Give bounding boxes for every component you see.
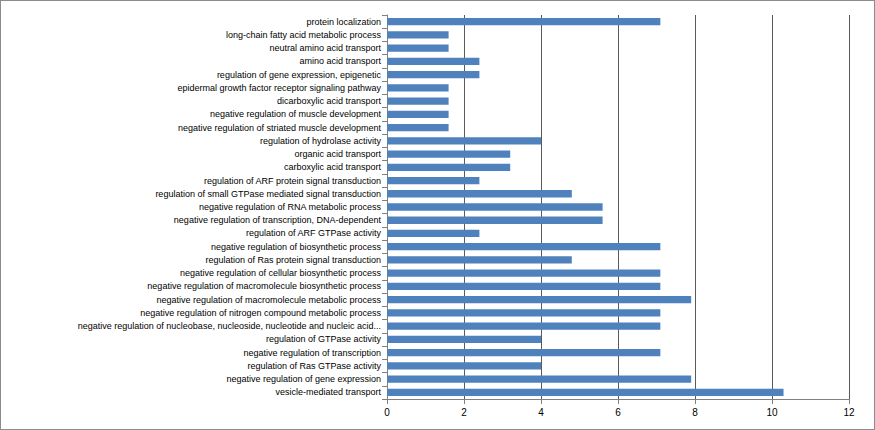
svg-text:regulation of ARF protein sign: regulation of ARF protein signal transdu… xyxy=(204,176,381,186)
svg-text:neutral amino acid transport: neutral amino acid transport xyxy=(269,43,381,53)
svg-text:0: 0 xyxy=(384,407,390,418)
svg-text:regulation of ARF GTPase activ: regulation of ARF GTPase activity xyxy=(246,228,382,238)
svg-text:regulation of Ras protein sign: regulation of Ras protein signal transdu… xyxy=(205,255,381,265)
svg-text:negative regulation of nucleob: negative regulation of nucleobase, nucle… xyxy=(78,321,381,331)
svg-text:8: 8 xyxy=(692,407,698,418)
svg-text:negative regulation of RNA met: negative regulation of RNA metabolic pro… xyxy=(199,202,382,212)
svg-text:long-chain fatty acid metaboli: long-chain fatty acid metabolic process xyxy=(226,30,382,40)
svg-text:negative regulation of biosynt: negative regulation of biosynthetic proc… xyxy=(211,242,382,252)
svg-text:negative regulation of striate: negative regulation of striated muscle d… xyxy=(178,123,382,133)
svg-text:12: 12 xyxy=(843,407,855,418)
svg-text:dicarboxylic acid transport: dicarboxylic acid transport xyxy=(277,96,382,106)
svg-text:6: 6 xyxy=(615,407,621,418)
svg-text:negative regulation of macromo: negative regulation of macromolecule bio… xyxy=(147,281,381,291)
svg-text:regulation of Ras GTPase activ: regulation of Ras GTPase activity xyxy=(247,361,381,371)
svg-text:negative regulation of cellula: negative regulation of cellular biosynth… xyxy=(180,268,382,278)
svg-text:carboxylic acid transport: carboxylic acid transport xyxy=(284,162,382,172)
svg-text:amino acid transport: amino acid transport xyxy=(299,56,381,66)
svg-text:protein localization: protein localization xyxy=(306,17,381,27)
svg-text:negative regulation of nitroge: negative regulation of nitrogen compound… xyxy=(140,308,381,318)
svg-text:regulation of GTPase activity: regulation of GTPase activity xyxy=(266,334,382,344)
svg-text:organic acid transport: organic acid transport xyxy=(294,149,381,159)
svg-text:negative regulation of macromo: negative regulation of macromolecule met… xyxy=(156,295,381,305)
svg-text:4: 4 xyxy=(538,407,544,418)
svg-text:2: 2 xyxy=(461,407,467,418)
svg-text:epidermal growth factor recept: epidermal growth factor receptor signali… xyxy=(177,83,381,93)
svg-text:regulation of gene expression,: regulation of gene expression, epigeneti… xyxy=(217,70,382,80)
svg-text:regulation of small GTPase med: regulation of small GTPase mediated sign… xyxy=(155,189,381,199)
svg-text:vesicle-mediated transport: vesicle-mediated transport xyxy=(275,387,381,397)
svg-text:negative regulation of transcr: negative regulation of transcription xyxy=(243,348,381,358)
svg-text:negative regulation of muscle: negative regulation of muscle developmen… xyxy=(210,109,382,119)
svg-text:negative regulation of gene ex: negative regulation of gene expression xyxy=(226,374,381,384)
svg-text:10: 10 xyxy=(766,407,778,418)
svg-text:negative regulation of transcr: negative regulation of transcription, DN… xyxy=(174,215,382,225)
svg-text:regulation of hydrolase activi: regulation of hydrolase activity xyxy=(260,136,382,146)
